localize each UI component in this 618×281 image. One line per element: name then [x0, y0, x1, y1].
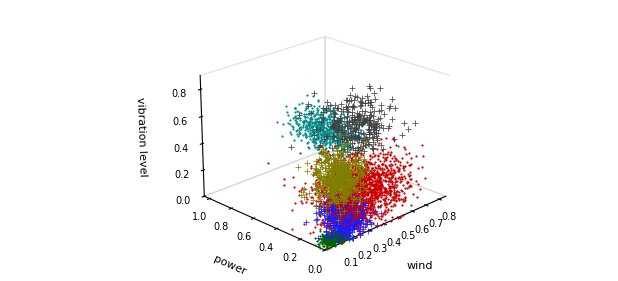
X-axis label: wind: wind	[407, 261, 433, 271]
Y-axis label: power: power	[213, 254, 248, 277]
